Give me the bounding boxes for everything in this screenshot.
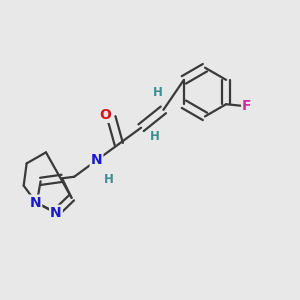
Text: H: H	[153, 86, 163, 99]
Text: N: N	[91, 153, 102, 167]
Text: O: O	[99, 108, 111, 122]
Text: H: H	[103, 173, 113, 186]
Text: F: F	[242, 99, 252, 113]
Text: N: N	[29, 196, 41, 210]
Text: H: H	[149, 130, 159, 143]
Text: N: N	[50, 206, 62, 220]
